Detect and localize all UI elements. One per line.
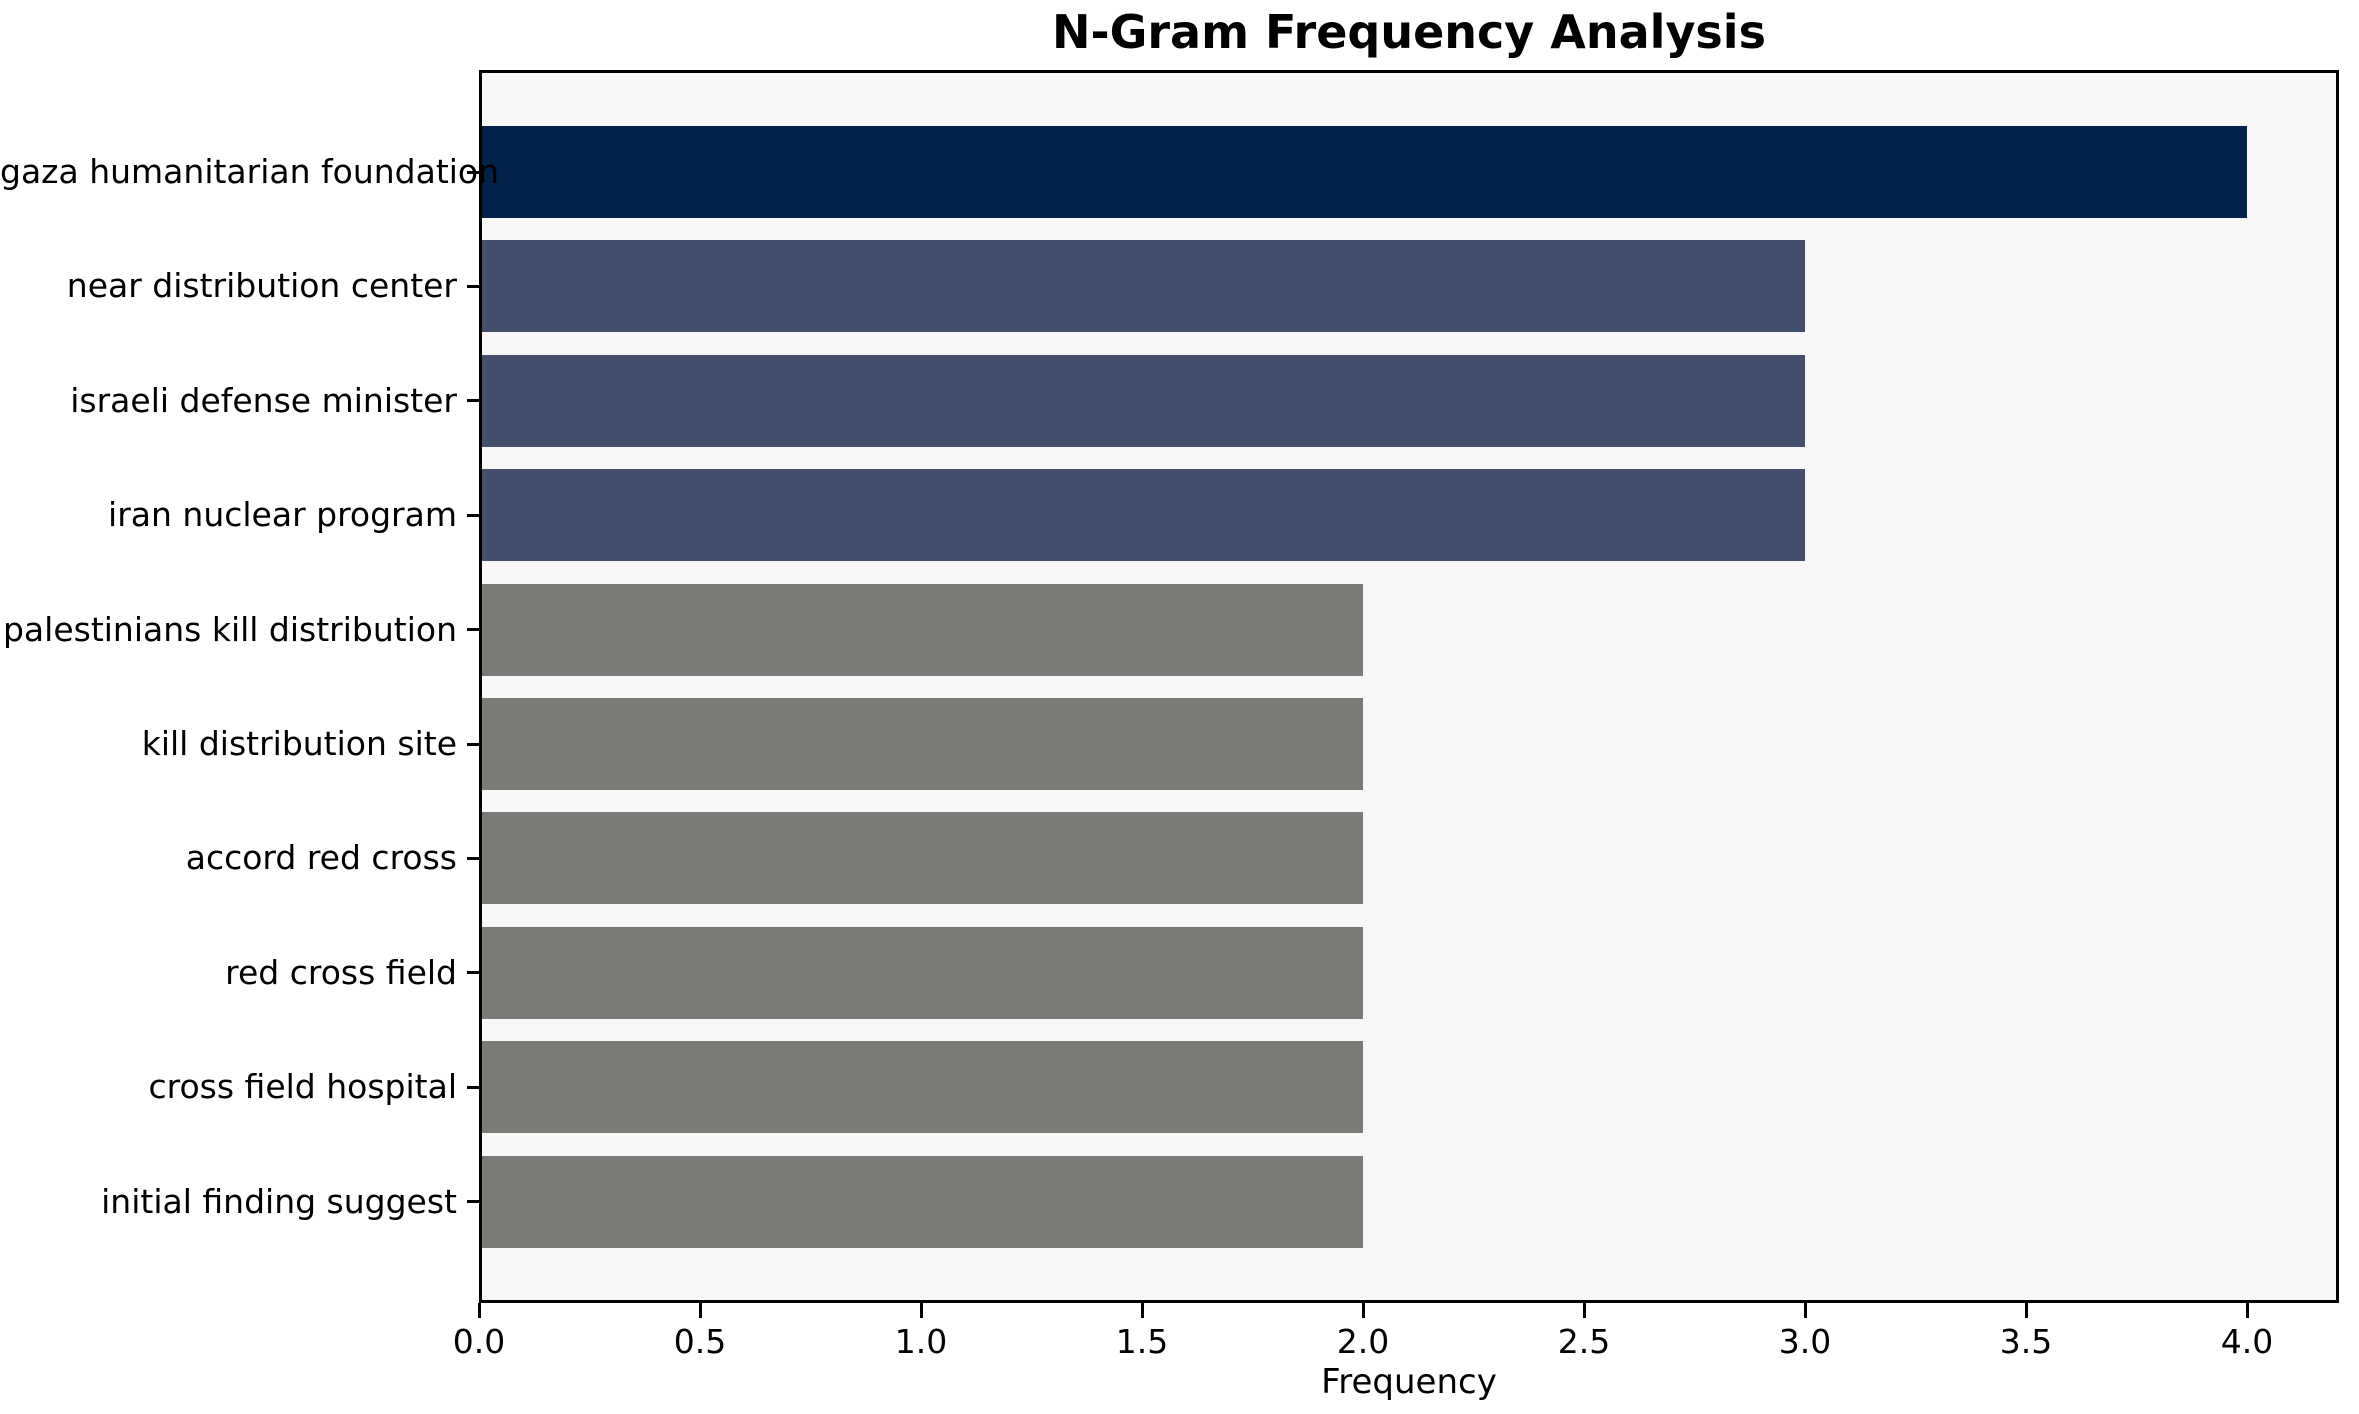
x-tick-mark xyxy=(1583,1303,1586,1318)
y-tick-mark xyxy=(467,971,479,974)
bar xyxy=(482,1156,1363,1248)
y-tick-mark xyxy=(467,743,479,746)
y-tick-mark xyxy=(467,514,479,517)
y-tick-mark xyxy=(467,399,479,402)
y-tick-label: near distribution center xyxy=(66,266,457,305)
y-tick-label: kill distribution site xyxy=(141,724,457,763)
bar xyxy=(482,126,2247,218)
y-tick-label: accord red cross xyxy=(185,838,457,877)
y-tick-mark xyxy=(467,1086,479,1089)
y-tick-mark xyxy=(467,1200,479,1203)
y-tick-label: israeli defense minister xyxy=(70,381,457,420)
x-tick-mark xyxy=(1362,1303,1365,1318)
y-tick-label: red cross field xyxy=(225,953,457,992)
bar xyxy=(482,469,1805,561)
bar xyxy=(482,698,1363,790)
x-tick-mark xyxy=(1804,1303,1807,1318)
x-tick-mark xyxy=(920,1303,923,1318)
bar xyxy=(482,240,1805,332)
x-axis-label: Frequency xyxy=(1321,1362,1497,1402)
x-tick-mark xyxy=(2025,1303,2028,1318)
y-tick-label: cross field hospital xyxy=(148,1067,458,1106)
x-tick-mark xyxy=(1141,1303,1144,1318)
x-tick-label: 1.5 xyxy=(1115,1322,1169,1361)
x-tick-label: 0.5 xyxy=(673,1322,727,1361)
bar xyxy=(482,812,1363,904)
x-tick-label: 2.0 xyxy=(1336,1322,1390,1361)
chart-title: N-Gram Frequency Analysis xyxy=(1052,5,1766,59)
y-tick-label: initial finding suggest xyxy=(101,1182,457,1221)
y-tick-mark xyxy=(467,285,479,288)
x-tick-mark xyxy=(2246,1303,2249,1318)
x-tick-mark xyxy=(699,1303,702,1318)
bar xyxy=(482,584,1363,676)
y-tick-label: palestinians kill distribution xyxy=(2,610,457,649)
y-tick-label: iran nuclear program xyxy=(108,495,457,534)
y-tick-label: gaza humanitarian foundation xyxy=(0,152,500,191)
y-tick-mark xyxy=(467,171,479,174)
bar xyxy=(482,927,1363,1019)
x-tick-label: 3.5 xyxy=(1999,1322,2053,1361)
bar xyxy=(482,1041,1363,1133)
x-tick-label: 0.0 xyxy=(452,1322,506,1361)
x-tick-mark xyxy=(478,1303,481,1318)
x-tick-label: 2.5 xyxy=(1557,1322,1611,1361)
bar xyxy=(482,355,1805,447)
x-tick-label: 3.0 xyxy=(1778,1322,1832,1361)
x-tick-label: 4.0 xyxy=(2220,1322,2274,1361)
y-tick-mark xyxy=(467,628,479,631)
x-tick-label: 1.0 xyxy=(894,1322,948,1361)
y-tick-mark xyxy=(467,857,479,860)
